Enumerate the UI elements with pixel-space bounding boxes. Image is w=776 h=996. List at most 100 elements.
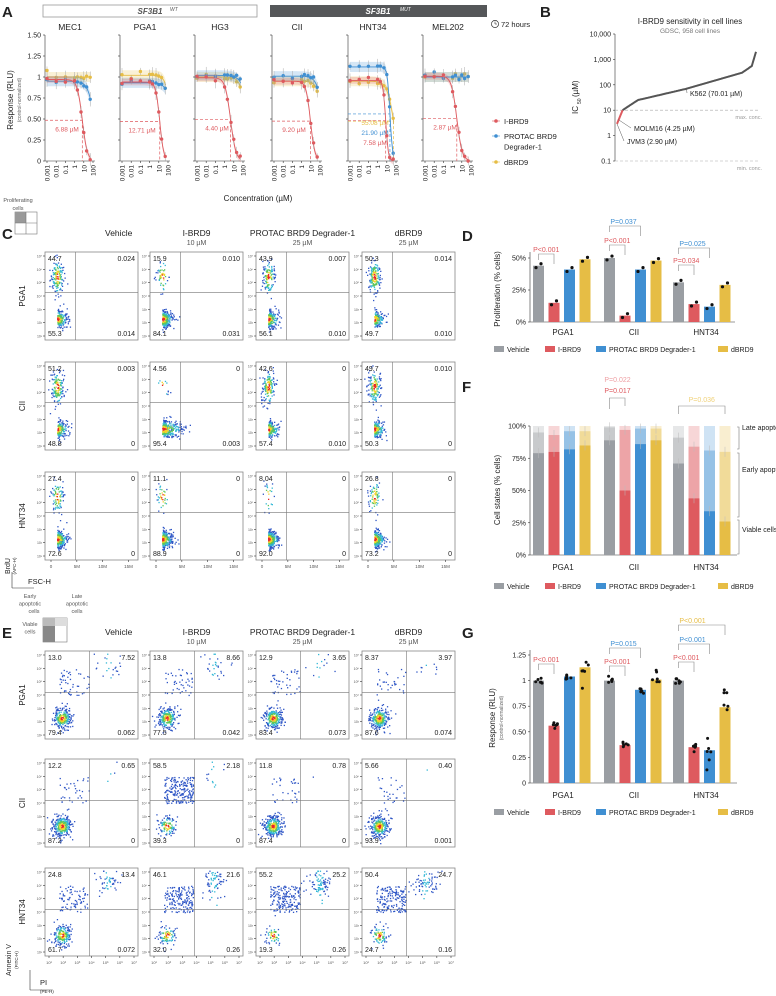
event-dot bbox=[380, 542, 382, 544]
event-dot bbox=[64, 435, 66, 437]
column-title: I-BRD9 bbox=[183, 228, 211, 238]
event-dot bbox=[164, 546, 166, 548]
y-tick-label: 10³ bbox=[142, 308, 148, 312]
event-dot bbox=[271, 490, 273, 493]
event-dot bbox=[371, 502, 374, 504]
event-dot bbox=[375, 538, 377, 541]
event-dot bbox=[59, 314, 61, 317]
event-dot bbox=[378, 421, 380, 423]
event-dot bbox=[53, 392, 55, 394]
ic50-curve bbox=[622, 51, 757, 112]
event-dot bbox=[268, 377, 270, 379]
event-dot bbox=[272, 325, 274, 327]
annotation-label: K562 (70.01 µM) bbox=[690, 91, 742, 98]
event-dot bbox=[272, 390, 274, 392]
y-tick-label: 1.25 bbox=[27, 54, 41, 61]
event-dot bbox=[69, 678, 72, 681]
event-dot bbox=[271, 313, 273, 315]
event-dot bbox=[64, 277, 66, 279]
event-dot bbox=[373, 487, 376, 490]
event-dot bbox=[167, 313, 170, 315]
ic50-label: 4.40 µM bbox=[205, 125, 229, 132]
event-dot bbox=[268, 531, 270, 533]
y-tick-label: 10² bbox=[354, 541, 360, 545]
event-dot bbox=[57, 534, 59, 536]
event-dot bbox=[178, 543, 180, 545]
event-dot bbox=[59, 424, 62, 426]
event-dot bbox=[373, 371, 375, 373]
event-dot bbox=[272, 531, 274, 533]
event-dot bbox=[281, 544, 283, 546]
event-dot bbox=[60, 541, 62, 544]
event-dot bbox=[163, 531, 165, 533]
event-dot bbox=[165, 320, 167, 322]
event-dot bbox=[166, 311, 169, 314]
wt-header-box bbox=[42, 4, 258, 18]
event-dot bbox=[268, 266, 270, 268]
event-dot bbox=[57, 720, 60, 722]
event-dot bbox=[54, 490, 56, 492]
x-tick-label: 0.01 bbox=[54, 165, 61, 178]
y-tick-label: 10⁶ bbox=[142, 378, 148, 382]
event-dot bbox=[57, 432, 59, 434]
event-dot bbox=[371, 269, 373, 271]
event-dot bbox=[268, 287, 270, 289]
event-dot bbox=[58, 724, 60, 727]
event-dot bbox=[386, 321, 388, 323]
event-dot bbox=[271, 436, 273, 438]
event-dot bbox=[166, 488, 168, 491]
quadrant-upper-right: 0 bbox=[236, 366, 240, 373]
event-dot bbox=[67, 726, 70, 728]
panel-label-e: E bbox=[2, 625, 12, 642]
event-dot bbox=[270, 297, 272, 300]
event-dot bbox=[66, 434, 68, 437]
event-dot bbox=[162, 539, 164, 541]
event-dot bbox=[51, 392, 53, 394]
event-dot bbox=[61, 388, 63, 390]
event-dot bbox=[273, 544, 275, 546]
event-dot bbox=[61, 709, 64, 711]
event-dot bbox=[373, 501, 375, 503]
event-dot bbox=[279, 537, 281, 539]
event-dot bbox=[367, 384, 370, 386]
event-dot bbox=[273, 430, 275, 432]
event-dot bbox=[60, 687, 63, 689]
event-dot bbox=[375, 540, 378, 542]
event-dot bbox=[279, 316, 281, 318]
event-dot bbox=[263, 405, 266, 407]
event-dot bbox=[270, 545, 272, 547]
column-dose: 25 µM bbox=[399, 639, 419, 646]
event-dot bbox=[379, 372, 382, 374]
event-dot bbox=[268, 276, 270, 279]
event-dot bbox=[269, 270, 272, 272]
event-dot bbox=[57, 319, 60, 321]
event-dot bbox=[374, 264, 377, 266]
event-dot bbox=[62, 328, 64, 330]
event-dot bbox=[53, 395, 55, 398]
event-dot bbox=[376, 421, 378, 423]
y-tick-label: 10³ bbox=[37, 418, 43, 422]
event-dot bbox=[172, 432, 174, 434]
event-dot bbox=[373, 498, 376, 500]
annotation-leader bbox=[686, 88, 688, 94]
y-tick-label: 10⁷ bbox=[354, 365, 360, 369]
data-point bbox=[391, 116, 395, 121]
event-dot bbox=[372, 491, 374, 493]
event-dot bbox=[166, 542, 169, 544]
event-dot bbox=[51, 378, 53, 380]
quadrant-lower-right: 0.010 bbox=[328, 441, 346, 448]
event-dot bbox=[62, 380, 64, 382]
event-dot bbox=[58, 550, 60, 552]
event-dot bbox=[375, 279, 377, 282]
event-dot bbox=[165, 436, 167, 438]
event-dot bbox=[69, 694, 72, 696]
event-dot bbox=[163, 426, 165, 428]
event-dot bbox=[59, 276, 61, 278]
y-tick-label: 10³ bbox=[37, 528, 43, 532]
event-dot bbox=[62, 393, 64, 395]
event-dot bbox=[164, 539, 167, 542]
event-dot bbox=[168, 537, 170, 539]
event-dot bbox=[265, 388, 267, 390]
event-dot bbox=[276, 424, 278, 426]
